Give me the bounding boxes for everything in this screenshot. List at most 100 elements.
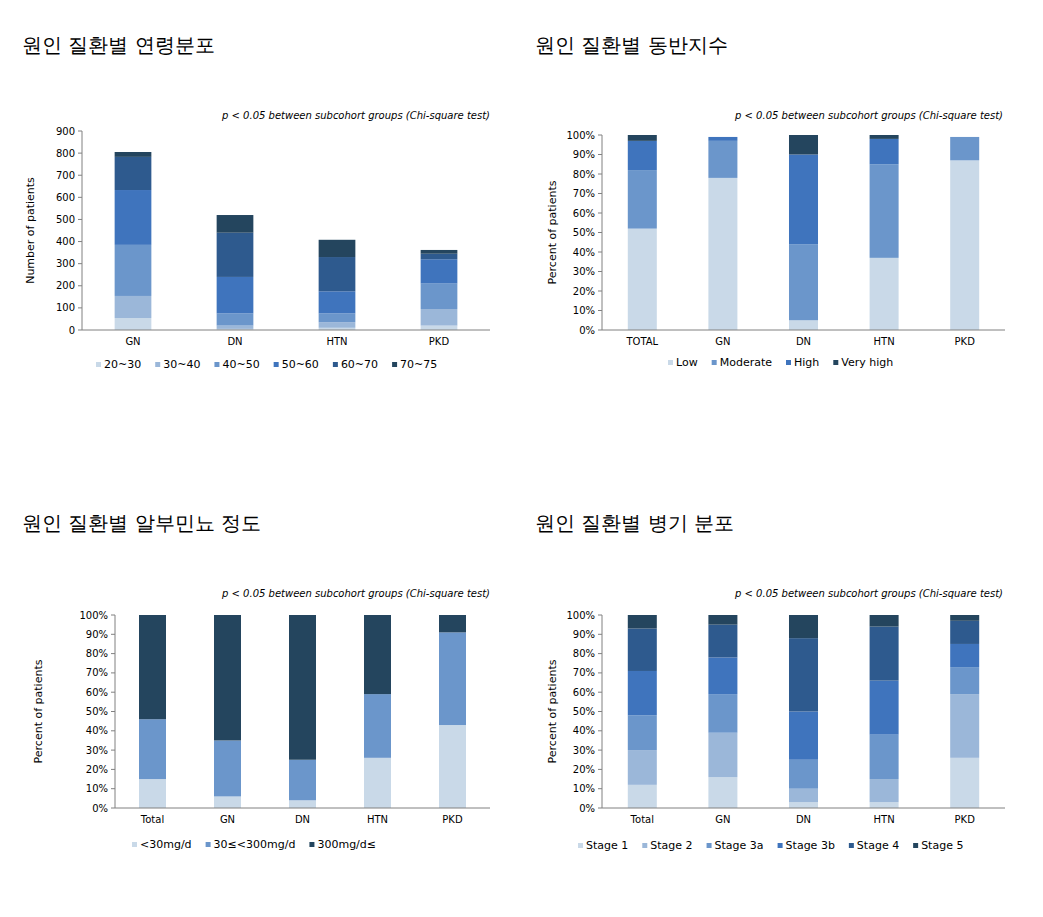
legend-label: 30~40: [163, 358, 200, 371]
tick-label: 90%: [86, 629, 108, 640]
category-label: TOTAL: [625, 336, 658, 347]
tick-label: 80%: [86, 648, 108, 659]
legend-swatch: [132, 842, 137, 847]
bar-segment: [870, 779, 899, 802]
tick: [598, 730, 602, 731]
panel: 원인 질환별 병기 분포p < 0.05 between subcohort g…: [535, 511, 1005, 852]
tick: [78, 197, 82, 198]
bar-segment: [439, 632, 466, 725]
bar-segment: [289, 615, 316, 760]
bar-segment: [708, 178, 737, 330]
tick-label: 100%: [566, 610, 595, 621]
bar-segment: [628, 229, 657, 330]
page: 원인 질환별 연령분포p < 0.05 between subcohort gr…: [0, 0, 1043, 917]
panel: 원인 질환별 알부민뇨 정도p < 0.05 between subcohort…: [22, 511, 490, 851]
axis-label: Number of patients: [24, 177, 37, 284]
bar-segment: [628, 750, 657, 785]
tick: [78, 285, 82, 286]
tick: [111, 808, 115, 809]
bar-segment: [950, 136, 979, 137]
legend-label: 70~75: [400, 358, 437, 371]
bar-segment: [708, 694, 737, 733]
bar-segment: [421, 250, 458, 254]
bar-segment: [439, 615, 466, 632]
tick-label: 300: [56, 258, 75, 269]
bar-segment: [319, 291, 356, 313]
tick: [598, 330, 602, 331]
legend-swatch: [849, 843, 854, 848]
tick: [598, 174, 602, 175]
legend-swatch: [96, 362, 101, 367]
tick: [111, 692, 115, 693]
bar-segment: [115, 157, 152, 190]
tick: [78, 175, 82, 176]
panel: 원인 질환별 동반지수p < 0.05 between subcohort gr…: [535, 33, 1005, 369]
tick: [598, 750, 602, 751]
tick: [598, 213, 602, 214]
annotation: p < 0.05 between subcohort groups (Chi-s…: [221, 588, 490, 599]
bar-segment: [789, 789, 818, 803]
bar-segment: [789, 712, 818, 760]
tick-label: 30%: [573, 745, 595, 756]
bar-segment: [628, 671, 657, 715]
bar-segment: [870, 135, 899, 139]
annotation: p < 0.05 between subcohort groups (Chi-s…: [734, 110, 1003, 121]
bar-segment: [139, 779, 166, 808]
category-label: HTN: [874, 814, 895, 825]
tick: [598, 711, 602, 712]
bars: [628, 135, 979, 330]
bar-segment: [789, 155, 818, 245]
axis-label: Percent of patients: [32, 659, 45, 763]
bar-segment: [789, 802, 818, 808]
tick: [598, 788, 602, 789]
bar-segment: [708, 625, 737, 658]
legend-swatch: [392, 362, 397, 367]
tick-label: 30%: [86, 745, 108, 756]
tick: [78, 241, 82, 242]
bar-segment: [950, 615, 979, 621]
tick-label: 200: [56, 280, 75, 291]
bar-segment: [628, 135, 657, 141]
tick-label: 80%: [573, 169, 595, 180]
category-label: PKD: [955, 814, 976, 825]
bar-segment: [364, 758, 391, 808]
tick: [598, 310, 602, 311]
tick-label: 0%: [579, 803, 595, 814]
legend-label: <30mg/d: [140, 838, 192, 851]
tick-label: 40%: [86, 725, 108, 736]
tick: [598, 692, 602, 693]
bar-segment: [789, 760, 818, 789]
tick: [598, 634, 602, 635]
legend-label: 50~60: [282, 358, 319, 371]
bar-segment: [364, 615, 391, 694]
bar-segment: [628, 615, 657, 629]
bar-segment: [319, 257, 356, 291]
bar-segment: [708, 136, 737, 137]
category-label: DN: [796, 814, 811, 825]
tick: [598, 672, 602, 673]
bar-segment: [421, 309, 458, 326]
bar-segment: [439, 725, 466, 808]
legend-label: 40~50: [222, 358, 259, 371]
bar-segment: [628, 629, 657, 671]
category-label: DN: [796, 336, 811, 347]
x-axis: [115, 808, 490, 809]
tick-label: 10%: [573, 305, 595, 316]
tick-label: 100%: [79, 610, 108, 621]
legend-label: Low: [676, 356, 698, 369]
bar-segment: [217, 277, 254, 313]
tick-label: 0%: [579, 325, 595, 336]
bar-segment: [870, 164, 899, 258]
legend-swatch: [155, 362, 160, 367]
tick-label: 50%: [86, 706, 108, 717]
y-axis: [115, 615, 116, 808]
bar-segment: [708, 657, 737, 694]
legend-label: Stage 3a: [715, 839, 764, 852]
tick-label: 20%: [86, 764, 108, 775]
legend-swatch: [668, 360, 673, 365]
category-label: HTN: [367, 814, 388, 825]
bar-segment: [217, 326, 254, 329]
chart-title: 원인 질환별 병기 분포: [535, 511, 734, 535]
legend-swatch: [333, 362, 338, 367]
annotation: p < 0.05 between subcohort groups (Chi-s…: [221, 110, 490, 121]
